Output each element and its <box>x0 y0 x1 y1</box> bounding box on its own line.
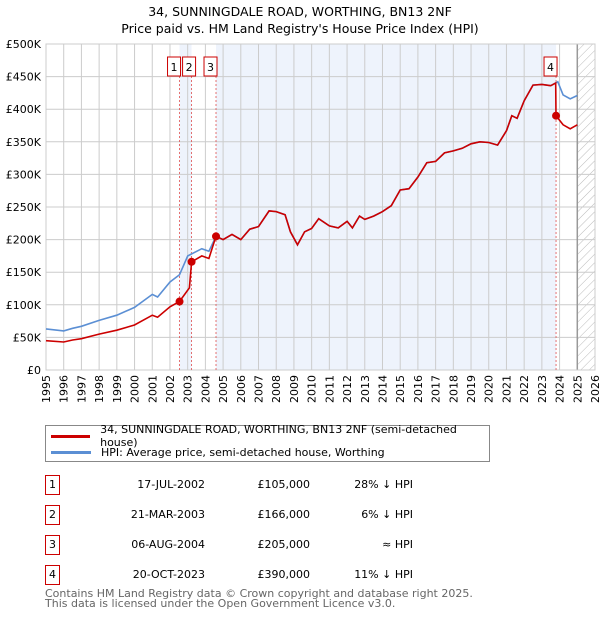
sale-price: £105,000 <box>257 478 311 491</box>
x-tick-label: 1997 <box>75 375 88 403</box>
x-tick-label: 2001 <box>146 375 159 403</box>
x-tick-label: 2015 <box>394 375 407 403</box>
x-tick-label: 2023 <box>536 375 549 403</box>
sale-label: 1 <box>171 61 178 74</box>
footer-copyright: Contains HM Land Registry data © Crown c… <box>45 587 473 600</box>
sale-label: 4 <box>547 61 554 74</box>
legend: 34, SUNNINGDALE ROAD, WORTHING, BN13 2NF… <box>45 423 490 462</box>
x-tick-label: 1996 <box>58 375 71 403</box>
sale-marker <box>552 111 561 120</box>
legend-hpi-label: HPI: Average price, semi-detached house,… <box>101 445 385 459</box>
sale-row: 4 20-OCT-2023 £390,000 11% ↓ HPI <box>45 565 465 585</box>
x-tick-label: 2005 <box>217 375 230 403</box>
y-tick-label: £400K <box>6 103 42 116</box>
x-tick-label: 2008 <box>270 375 283 403</box>
price-chart: 1995 1996 1997 1998 1999 2000 2001 2002 2003 2004… <box>6 38 600 403</box>
sale-number-badge: 4 <box>45 565 60 585</box>
x-tick-label: 2003 <box>182 375 195 403</box>
sale-hpi-relation: 28% ↓ HPI <box>354 478 413 491</box>
footer: Contains HM Land Registry data © Crown c… <box>45 587 473 610</box>
sale-label: 3 <box>207 61 214 74</box>
sale-label-box <box>167 56 182 77</box>
x-tick-label: 2014 <box>376 375 389 403</box>
sale-row: 1 17-JUL-2002 £105,000 28% ↓ HPI <box>45 475 465 495</box>
x-tick-label: 2006 <box>235 375 248 403</box>
sale-marker <box>212 232 221 241</box>
x-tick-label: 2022 <box>518 375 531 403</box>
x-tick-label: 2026 <box>589 375 600 403</box>
sale-label: 2 <box>186 61 193 74</box>
x-tick-label: 2019 <box>465 375 478 403</box>
x-tick-label: 2016 <box>412 375 425 403</box>
y-tick-label: £450K <box>6 71 42 84</box>
sale-price: £205,000 <box>257 538 311 551</box>
x-tick-label: 2025 <box>571 375 584 403</box>
sale-hpi-relation: ≈ HPI <box>382 538 413 551</box>
x-tick-label: 2009 <box>288 375 301 403</box>
chart-title: 34, SUNNINGDALE ROAD, WORTHING, BN13 2NF <box>148 4 452 19</box>
x-tick-label: 2010 <box>306 375 319 403</box>
footer-licence: This data is licensed under the Open Gov… <box>45 597 396 610</box>
sale-date: 17-JUL-2002 <box>137 478 205 491</box>
sale-date: 20-OCT-2023 <box>132 568 205 581</box>
x-tick-label: 2011 <box>323 375 336 403</box>
y-tick-label: £300K <box>6 168 42 181</box>
sale-hpi-relation: 6% ↓ HPI <box>361 508 413 521</box>
y-tick-label: £50K <box>13 331 42 344</box>
x-tick-label: 2002 <box>164 375 177 403</box>
sale-number-badge: 1 <box>45 475 60 495</box>
sale-number-badge: 3 <box>45 535 60 555</box>
y-tick-label: £500K <box>6 38 42 51</box>
sale-row: 3 06-AUG-2004 £205,000 ≈ HPI <box>45 535 465 555</box>
sale-marker <box>175 297 184 306</box>
y-tick-label: £350K <box>6 136 42 149</box>
x-tick-label: 1998 <box>93 375 106 403</box>
x-tick-label: 2007 <box>253 375 266 403</box>
x-tick-label: 2020 <box>483 375 496 403</box>
sale-row: 2 21-MAR-2003 £166,000 6% ↓ HPI <box>45 505 465 525</box>
legend-hpi-swatch <box>51 450 91 454</box>
x-tick-label: 2018 <box>447 375 460 403</box>
x-tick-label: 1995 <box>40 375 53 403</box>
y-tick-label: £200K <box>6 234 42 247</box>
y-tick-label: £100K <box>6 299 42 312</box>
y-tick-label: £150K <box>6 266 42 279</box>
x-tick-label: 2000 <box>129 375 142 403</box>
x-tick-label: 2012 <box>341 375 354 403</box>
sale-label-box <box>203 56 218 77</box>
sale-marker <box>187 257 196 266</box>
x-tick-label: 2004 <box>199 375 212 403</box>
legend-property-swatch <box>51 434 91 438</box>
y-tick-label: £250K <box>6 201 42 214</box>
sale-price: £166,000 <box>257 508 311 521</box>
sale-hpi-relation: 11% ↓ HPI <box>354 568 413 581</box>
sale-date: 06-AUG-2004 <box>131 538 205 551</box>
y-tick-label: £0 <box>27 364 41 377</box>
sale-label-box <box>543 56 558 77</box>
x-tick-label: 2017 <box>430 375 443 403</box>
x-tick-label: 2013 <box>359 375 372 403</box>
x-tick-label: 2021 <box>500 375 513 403</box>
sale-price: £390,000 <box>257 568 311 581</box>
legend-property-label: 34, SUNNINGDALE ROAD, WORTHING, BN13 2NF… <box>100 423 457 449</box>
sale-date: 21-MAR-2003 <box>130 508 205 521</box>
plot-frame <box>45 43 596 371</box>
sale-label-box <box>182 56 197 77</box>
sale-number-badge: 2 <box>45 505 60 525</box>
x-tick-label: 2024 <box>554 375 567 403</box>
x-tick-label: 1999 <box>111 375 124 403</box>
chart-subtitle: Price paid vs. HM Land Registry's House … <box>121 21 479 36</box>
